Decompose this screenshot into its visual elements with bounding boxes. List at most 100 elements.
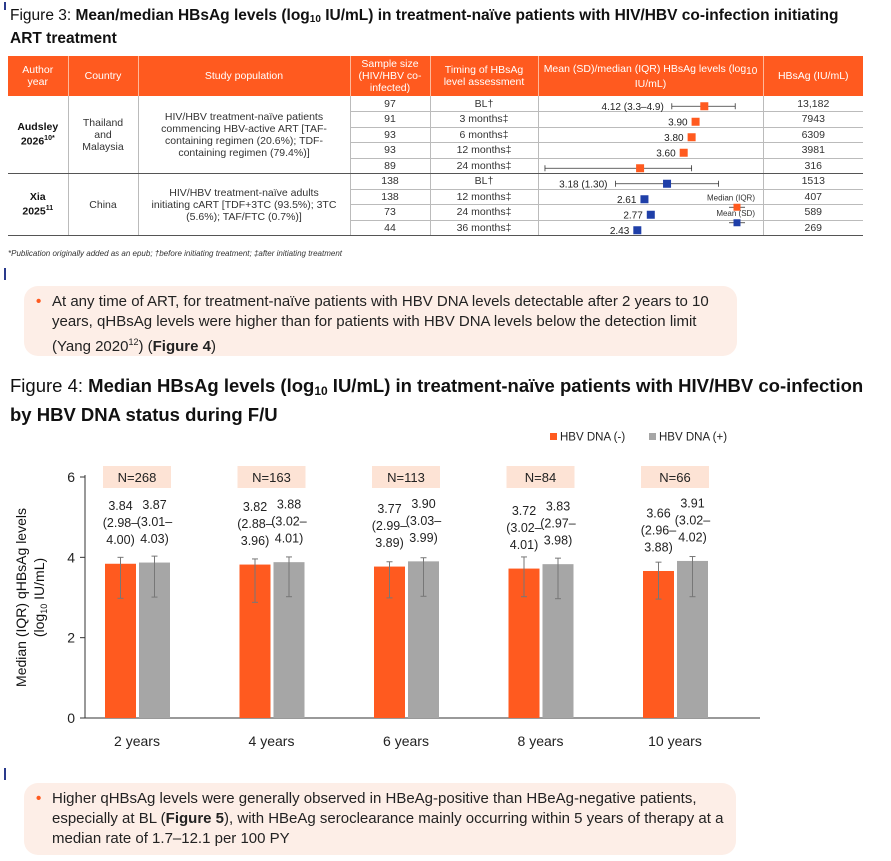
legend-label: HBV DNA (-) xyxy=(560,432,625,444)
table-row: 44 36 months‡ 269 xyxy=(8,220,863,236)
sample-size-box xyxy=(103,466,171,488)
sample-size-label: N=163 xyxy=(252,470,291,485)
x-tick-label: 10 years xyxy=(648,733,702,749)
x-tick-label: 6 years xyxy=(383,733,429,749)
sample-size-box xyxy=(506,466,575,488)
data-label: 3.91 xyxy=(680,496,704,510)
timing-cell: 24 months‡ xyxy=(430,158,539,174)
forest-legend-label: Median (IQR) xyxy=(707,193,755,202)
forest-cell xyxy=(538,142,764,159)
data-label: 3.87 xyxy=(142,498,166,512)
data-label: 3.96) xyxy=(241,534,270,548)
data-label: 3.88 xyxy=(277,498,301,512)
timing-cell: 36 months‡ xyxy=(430,220,539,236)
y-tick-label: 2 xyxy=(67,630,75,646)
header-country: Country xyxy=(68,56,139,96)
data-label: 3.89) xyxy=(375,536,404,550)
study-population-cell: HIV/HBV treatment-naïve patients commenc… xyxy=(138,96,351,174)
estimate-marker xyxy=(687,133,696,142)
forest-cell xyxy=(538,158,764,174)
hbsag-iu-cell: 3981 xyxy=(763,142,863,159)
table-row: 93 6 months‡ 6309 xyxy=(8,127,863,143)
sample-size-label: N=84 xyxy=(525,470,556,485)
estimate-label: 2.77 xyxy=(623,210,643,221)
estimate-marker xyxy=(700,102,709,111)
sample-size-cell: 93 xyxy=(350,142,431,159)
sample-size-label: N=66 xyxy=(659,470,690,485)
forest-cell xyxy=(538,111,764,128)
sample-size-box xyxy=(641,466,709,488)
callout-figure-5: • Higher qHBsAg levels were generally ob… xyxy=(24,783,736,855)
y-tick-label: 0 xyxy=(67,710,75,726)
estimate-label: 3.60 xyxy=(656,148,676,159)
data-label: 3.83 xyxy=(546,500,570,514)
estimate-marker xyxy=(663,179,672,188)
forest-cell xyxy=(538,173,764,190)
data-label: 3.88) xyxy=(644,540,673,554)
sample-size-cell: 93 xyxy=(350,127,431,143)
table-header-row: Author year Country Study population Sam… xyxy=(8,56,863,96)
sample-size-cell: 89 xyxy=(350,158,431,174)
timing-cell: 12 months‡ xyxy=(430,142,539,159)
table-row: 73 24 months‡ 589 xyxy=(8,204,863,221)
timing-cell: BL† xyxy=(430,96,539,112)
hbsag-iu-cell: 589 xyxy=(763,204,863,221)
legend-swatch xyxy=(550,433,557,440)
table-row: Xia 202511 China HIV/HBV treatment-naïve ad… xyxy=(8,173,863,236)
data-label: 4.03) xyxy=(140,532,169,546)
data-label: 3.84 xyxy=(108,499,132,513)
data-label: (2.98– xyxy=(103,516,138,530)
x-tick-label: 8 years xyxy=(518,733,564,749)
estimate-label: 2.61 xyxy=(617,195,637,206)
hbsag-iu-cell: 269 xyxy=(763,220,863,236)
section-marker xyxy=(4,268,6,280)
data-label: (2.88– xyxy=(237,517,272,531)
legend-label: HBV DNA (+) xyxy=(659,432,727,444)
timing-cell: 12 months‡ xyxy=(430,189,539,205)
sample-size-box xyxy=(237,466,306,488)
forest-cell xyxy=(538,127,764,143)
section-marker xyxy=(4,768,6,780)
hbsag-iu-cell: 7943 xyxy=(763,111,863,128)
sample-size-cell: 91 xyxy=(350,111,431,128)
forest-legend-label: Mean (SD) xyxy=(716,209,755,218)
header-hbsag-iu: HBsAg (IU/mL) xyxy=(763,56,863,96)
callout-figure-4: • At any time of ART, for treatment-naïv… xyxy=(24,286,737,356)
table-row: 93 12 months‡ 3981 xyxy=(8,142,863,159)
estimate-marker xyxy=(633,226,642,235)
forest-legend-marker xyxy=(733,203,741,211)
timing-cell: 24 months‡ xyxy=(430,204,539,221)
forest-cell xyxy=(538,220,764,236)
data-label: (3.01– xyxy=(137,515,172,529)
header-timing: Timing of HBsAg level assessment xyxy=(430,56,539,96)
bullet-icon: • xyxy=(36,293,42,310)
hbsag-iu-cell: 316 xyxy=(763,158,863,174)
data-label: (2.96– xyxy=(641,523,676,537)
bar-chart: 0 2 4 6 Median (IQR) qHBsAg levels (log10 IU/… xyxy=(13,432,760,749)
estimate-marker xyxy=(691,117,700,126)
data-label: 4.01) xyxy=(510,538,539,552)
figure-4-title: Figure 4: Median HBsAg levels (log10 IU/… xyxy=(10,375,864,425)
sample-size-cell: 97 xyxy=(350,96,431,112)
data-label: (2.97– xyxy=(540,517,575,531)
forest-cell xyxy=(538,189,764,205)
timing-cell: 6 months‡ xyxy=(430,127,539,143)
data-label: 3.82 xyxy=(243,500,267,514)
author-year-cell: Xia 202511 xyxy=(8,173,69,236)
estimate-label: 3.18 (1.30) xyxy=(559,179,607,190)
table-footnote: *Publication originally added as an epub… xyxy=(8,249,342,258)
study-population-cell: HIV/HBV treatment-naïve adults initiatin… xyxy=(138,173,351,236)
section-marker xyxy=(4,2,6,10)
country-cell: Thailand and Malaysia xyxy=(68,96,139,174)
y-axis-label: Median (IQR) qHBsAg levels xyxy=(13,508,29,687)
table-row: 138 12 months‡ 407 xyxy=(8,189,863,205)
estimate-marker xyxy=(679,148,688,157)
estimate-marker xyxy=(640,195,649,204)
header-author-year: Author year xyxy=(8,56,69,96)
y-tick-label: 6 xyxy=(67,469,75,485)
data-label: 3.98) xyxy=(544,534,573,548)
data-label: (3.02– xyxy=(271,515,306,529)
sample-size-cell: 138 xyxy=(350,173,431,190)
estimate-label: 3.80 xyxy=(664,133,684,144)
hbsag-levels-table: Author year Country Study population Sam… xyxy=(8,56,863,236)
